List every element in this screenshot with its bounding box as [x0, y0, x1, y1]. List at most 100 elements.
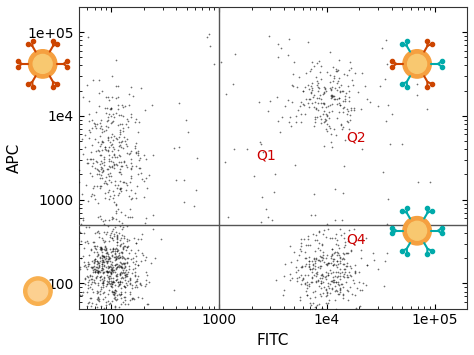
Point — [341, 96, 349, 102]
Point — [121, 212, 129, 217]
Point — [319, 100, 327, 106]
Point — [76, 292, 84, 297]
Point — [318, 104, 326, 110]
Point — [334, 67, 341, 73]
Point — [337, 282, 345, 287]
Point — [331, 96, 338, 102]
Point — [353, 312, 360, 318]
Point — [116, 291, 123, 297]
Point — [117, 166, 124, 171]
Point — [117, 186, 124, 192]
Point — [122, 187, 130, 192]
Point — [316, 228, 323, 234]
Point — [117, 189, 125, 194]
Point — [98, 261, 106, 267]
Point — [386, 141, 393, 147]
Point — [79, 290, 87, 295]
Point — [110, 161, 118, 166]
Point — [76, 229, 83, 235]
Point — [120, 233, 128, 239]
Point — [346, 118, 354, 123]
Point — [82, 225, 90, 230]
Point — [319, 91, 327, 97]
Point — [280, 292, 287, 298]
Point — [91, 256, 99, 262]
Point — [81, 259, 88, 265]
Point — [313, 302, 321, 308]
Point — [337, 88, 345, 93]
Point — [306, 254, 313, 260]
Point — [93, 269, 100, 275]
Point — [332, 241, 340, 247]
Point — [109, 264, 117, 269]
Point — [85, 261, 92, 267]
Point — [89, 265, 96, 271]
Point — [119, 261, 127, 266]
Point — [343, 263, 350, 268]
Point — [95, 282, 102, 288]
Point — [332, 279, 340, 285]
Point — [324, 272, 332, 278]
Point — [339, 105, 347, 111]
Point — [307, 242, 314, 248]
Point — [313, 82, 321, 88]
Point — [305, 281, 313, 287]
Point — [113, 236, 120, 242]
Point — [340, 244, 348, 250]
Point — [107, 269, 115, 275]
Point — [107, 142, 115, 148]
Point — [107, 275, 114, 281]
Point — [84, 34, 92, 40]
Point — [65, 164, 73, 170]
Point — [100, 154, 108, 160]
Point — [83, 82, 91, 88]
Point — [302, 97, 310, 102]
Point — [128, 173, 135, 179]
Point — [320, 108, 328, 114]
Point — [317, 113, 324, 119]
Point — [123, 164, 130, 170]
Point — [109, 278, 117, 284]
Point — [141, 283, 149, 288]
Point — [320, 101, 328, 106]
Point — [356, 270, 363, 275]
Point — [116, 279, 123, 285]
Point — [90, 263, 98, 269]
Point — [102, 255, 109, 261]
Point — [101, 294, 109, 300]
Point — [325, 286, 332, 291]
Point — [322, 276, 329, 282]
Point — [119, 245, 127, 251]
Point — [148, 102, 155, 107]
Point — [113, 232, 120, 237]
Point — [111, 287, 118, 293]
Point — [115, 159, 122, 165]
Point — [108, 248, 116, 253]
Point — [173, 178, 180, 183]
Point — [83, 273, 91, 279]
Point — [137, 282, 145, 288]
Point — [105, 187, 112, 192]
Point — [103, 118, 110, 124]
Point — [335, 95, 343, 100]
Point — [75, 241, 83, 247]
Point — [323, 292, 331, 297]
Point — [319, 272, 326, 278]
Point — [353, 285, 361, 291]
Point — [370, 257, 378, 263]
Point — [55, 236, 63, 241]
Point — [259, 149, 267, 155]
Point — [135, 150, 142, 156]
Point — [90, 260, 98, 265]
Point — [347, 107, 355, 113]
Point — [301, 255, 309, 261]
Point — [340, 235, 348, 241]
Point — [126, 214, 134, 220]
Point — [129, 255, 137, 260]
Point — [423, 42, 430, 48]
Point — [143, 186, 151, 191]
Point — [84, 261, 92, 267]
Point — [93, 258, 100, 264]
Point — [106, 276, 113, 282]
Point — [82, 276, 89, 282]
